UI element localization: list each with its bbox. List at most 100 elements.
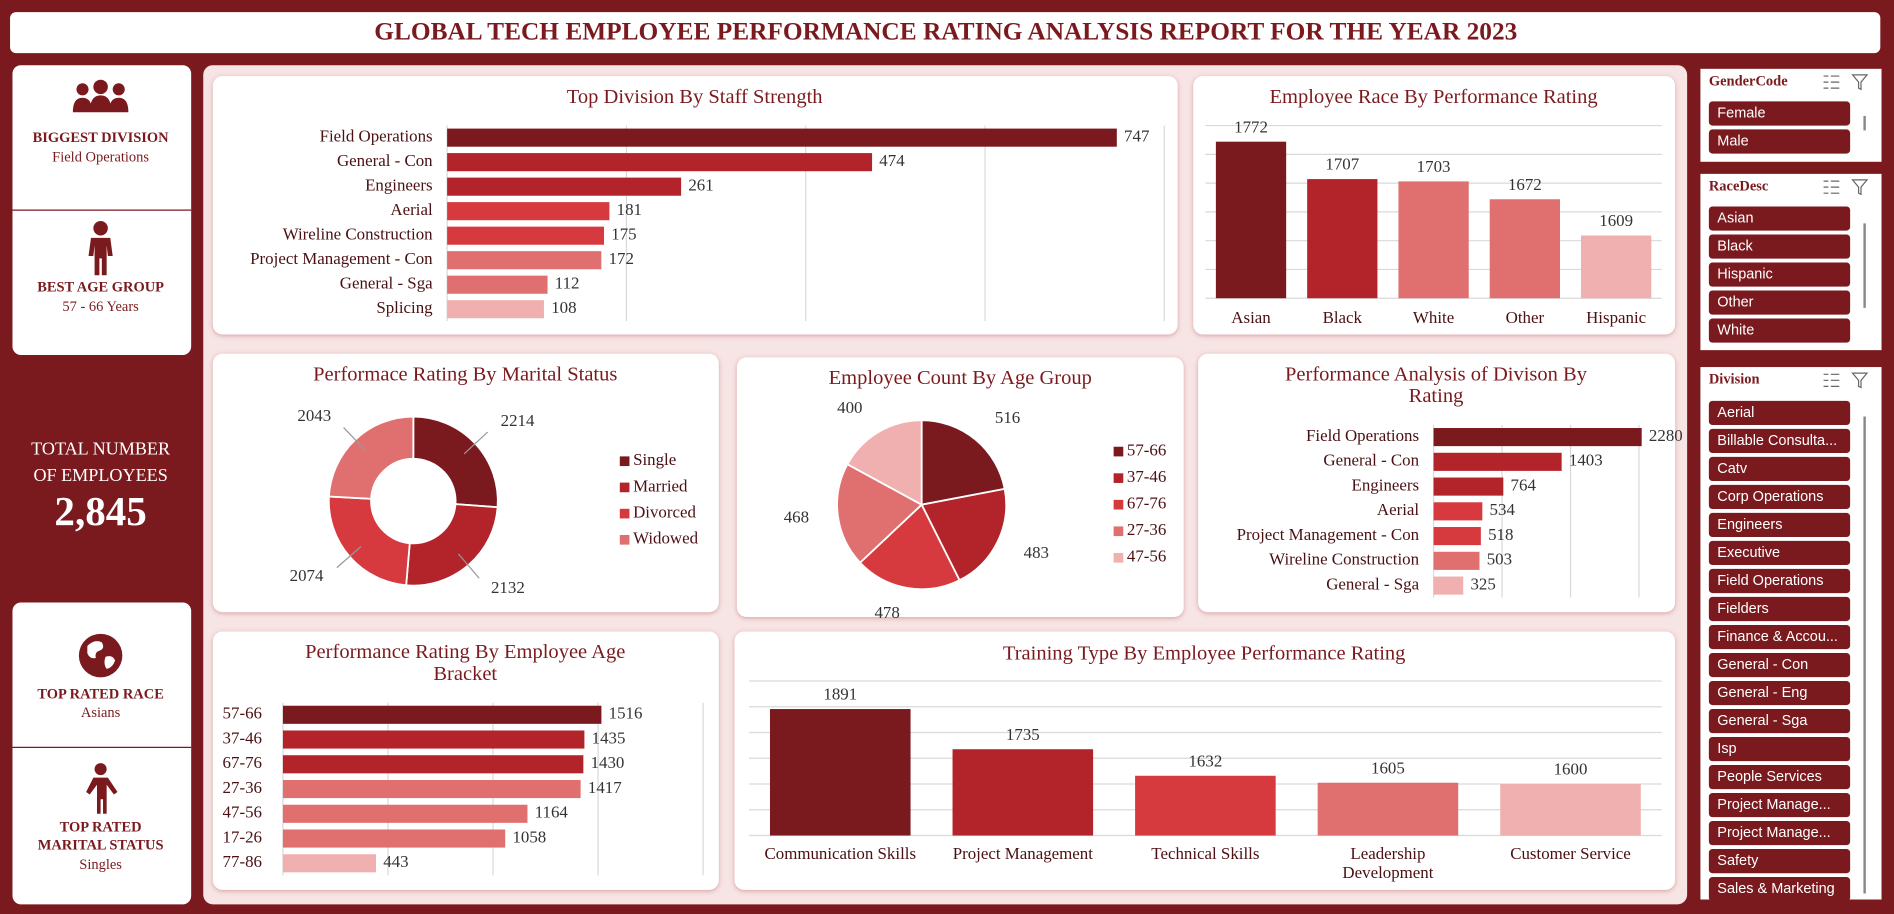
slicer-item[interactable]: Project Manage... xyxy=(1708,793,1851,818)
slicer-item[interactable]: Catv xyxy=(1708,456,1851,482)
multi-select-icon[interactable] xyxy=(1823,180,1840,194)
slicer-item-label[interactable]: General - Sga xyxy=(1717,713,1808,729)
slicer-button[interactable] xyxy=(1708,101,1851,126)
slicer-button[interactable] xyxy=(1708,849,1851,874)
slicer-item[interactable]: Field Operations xyxy=(1708,568,1851,594)
slicer-item[interactable]: Billable Consulta... xyxy=(1708,428,1851,454)
slicer-button[interactable] xyxy=(1708,708,1851,734)
slicer-button[interactable] xyxy=(1708,736,1851,762)
slicer-item[interactable]: Sales & Marketing xyxy=(1708,877,1851,901)
category-label: Leadership Development xyxy=(1342,844,1433,882)
slicer-button[interactable] xyxy=(1708,652,1851,678)
slicer-button[interactable] xyxy=(1708,318,1851,343)
legend-label: Single xyxy=(633,450,676,469)
value-label: 483 xyxy=(1024,543,1049,562)
slicer-item-label[interactable]: Aerial xyxy=(1717,405,1754,421)
slicer-button[interactable] xyxy=(1708,428,1851,454)
slicer-item[interactable]: Safety xyxy=(1708,849,1851,874)
value-label: 1609 xyxy=(1599,211,1633,230)
person-arms-icon xyxy=(86,763,118,814)
slicer-button[interactable] xyxy=(1708,234,1851,259)
value-label: 108 xyxy=(551,298,576,317)
slicer-item-label[interactable]: Field Operations xyxy=(1717,573,1823,589)
slicer-button[interactable] xyxy=(1708,456,1851,482)
slicer-item-label[interactable]: Other xyxy=(1717,294,1753,310)
slicer-item-label[interactable]: Hispanic xyxy=(1717,266,1773,282)
slicer-item[interactable]: People Services xyxy=(1708,765,1851,790)
header-bar xyxy=(10,12,1881,54)
slicer-item[interactable]: General - Eng xyxy=(1708,680,1851,706)
slicer-item[interactable]: Executive xyxy=(1708,540,1851,566)
slicer-item-label[interactable]: Catv xyxy=(1717,461,1748,477)
slicer-item-label[interactable]: Safety xyxy=(1717,853,1759,869)
slicer-button[interactable] xyxy=(1708,765,1851,790)
slicer-item-label[interactable]: Finance & Accou... xyxy=(1717,629,1838,645)
slicer-item-label[interactable]: Fielders xyxy=(1717,601,1768,617)
slicer-button[interactable] xyxy=(1708,568,1851,594)
slicer-item-label[interactable]: Engineers xyxy=(1717,517,1782,533)
slicer-button[interactable] xyxy=(1708,596,1851,622)
clear-filter-icon[interactable] xyxy=(1851,179,1869,196)
slicer-item-label[interactable]: Black xyxy=(1717,238,1753,254)
bar xyxy=(447,153,873,172)
slicer-item-label[interactable]: White xyxy=(1717,322,1754,338)
slicer-item-label[interactable]: Sales & Marketing xyxy=(1717,881,1834,897)
slicer-item[interactable]: White xyxy=(1708,318,1851,343)
value-label: 1605 xyxy=(1371,758,1405,777)
slicer-button[interactable] xyxy=(1708,206,1851,231)
slicer-item[interactable]: Project Manage... xyxy=(1708,821,1851,846)
slicer-button[interactable] xyxy=(1708,262,1851,287)
value-label: 1772 xyxy=(1234,117,1268,136)
slicer-title: RaceDesc xyxy=(1709,178,1769,194)
slicer-item[interactable]: Aerial xyxy=(1708,400,1851,426)
slicer-item[interactable]: Asian xyxy=(1708,206,1851,231)
slicer-button[interactable] xyxy=(1708,821,1851,846)
slicer-item[interactable]: Engineers xyxy=(1708,512,1851,538)
clear-filter-icon[interactable] xyxy=(1851,372,1869,389)
slicer-button[interactable] xyxy=(1708,877,1851,901)
slicer-item[interactable]: Male xyxy=(1708,129,1851,154)
slicer-item-label[interactable]: Isp xyxy=(1717,741,1736,757)
slicer-item-label[interactable]: Project Manage... xyxy=(1717,825,1830,841)
slicer-button[interactable] xyxy=(1708,400,1851,426)
legend-swatch xyxy=(619,456,630,467)
slicer-item-label[interactable]: General - Con xyxy=(1717,657,1808,673)
slicer-item[interactable]: General - Sga xyxy=(1708,708,1851,734)
slicer-item-label[interactable]: General - Eng xyxy=(1717,685,1807,701)
slicer-item-label[interactable]: Corp Operations xyxy=(1717,489,1823,505)
value-label: 2043 xyxy=(297,406,331,425)
category-label: Other xyxy=(1506,308,1545,327)
clear-filter-icon[interactable] xyxy=(1851,74,1869,91)
slicer-item-label[interactable]: Asian xyxy=(1717,210,1753,226)
slicer-item[interactable]: Fielders xyxy=(1708,596,1851,622)
value-label: 2074 xyxy=(290,566,324,585)
slicer-item-label[interactable]: Male xyxy=(1717,133,1748,149)
slicer-button[interactable] xyxy=(1708,793,1851,818)
multi-select-icon[interactable] xyxy=(1823,373,1840,387)
slicer-item[interactable]: Female xyxy=(1708,101,1851,126)
slicer-item[interactable]: Corp Operations xyxy=(1708,484,1851,510)
slicer-button[interactable] xyxy=(1708,680,1851,706)
slicer-item[interactable]: Hispanic xyxy=(1708,262,1851,287)
slicer-button[interactable] xyxy=(1708,540,1851,566)
slicer-item[interactable]: Black xyxy=(1708,234,1851,259)
slicer-item-label[interactable]: Executive xyxy=(1717,545,1780,561)
bar xyxy=(447,128,1117,147)
multi-select-icon[interactable] xyxy=(1823,75,1840,89)
slicer-item-label[interactable]: Project Manage... xyxy=(1717,797,1830,813)
people-icon xyxy=(72,79,129,113)
slicer-item[interactable]: General - Con xyxy=(1708,652,1851,678)
slicer-button[interactable] xyxy=(1708,624,1851,650)
slicer-item[interactable]: Finance & Accou... xyxy=(1708,624,1851,650)
slicer-item-label[interactable]: People Services xyxy=(1717,769,1822,785)
slicer-item-label[interactable]: Billable Consulta... xyxy=(1717,433,1837,449)
slicer-item[interactable]: Isp xyxy=(1708,736,1851,762)
slicer-button[interactable] xyxy=(1708,484,1851,510)
slicer-item-label[interactable]: Female xyxy=(1717,105,1765,121)
slicer-button[interactable] xyxy=(1708,129,1851,154)
slicer-item[interactable]: Other xyxy=(1708,290,1851,315)
slicer-button[interactable] xyxy=(1708,290,1851,315)
slicer-button[interactable] xyxy=(1708,512,1851,538)
value-label: 516 xyxy=(995,408,1020,427)
value-label: 764 xyxy=(1511,475,1537,494)
